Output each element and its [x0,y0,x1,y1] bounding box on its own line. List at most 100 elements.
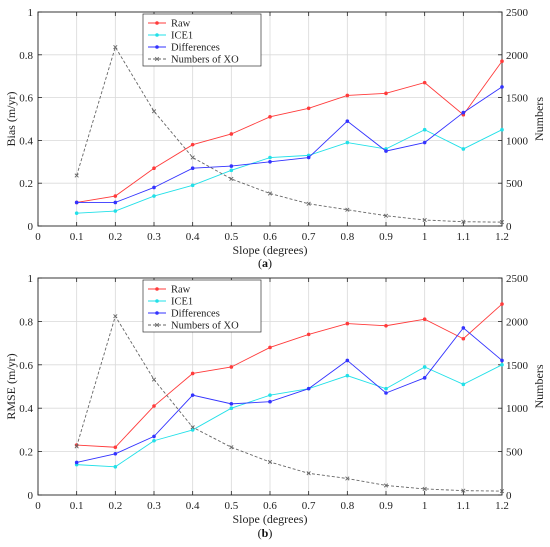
y-tick-label: 0.8 [19,316,33,328]
y-tick-label: 0.4 [19,403,33,415]
series-line [76,315,503,492]
data-point [422,376,427,380]
data-point [113,464,118,469]
legend-label: Numbers of XO [171,55,239,66]
legend-swatch-marker [155,299,159,303]
y-axis-label: RMSE (m/yr) [4,353,18,419]
legend-label: Numbers of XO [171,321,239,332]
data-point [190,142,195,147]
y2-tick-label: 2000 [506,50,529,62]
y2-tick-label: 1000 [506,403,529,415]
legend-label: Raw [171,285,191,296]
x-tick-label: 0.6 [263,500,277,512]
y-tick-label: 0.6 [19,360,33,372]
y2-tick-label: 0 [506,490,512,502]
y2-tick-label: 1500 [506,360,529,372]
data-point [461,326,466,330]
data-point [422,365,427,369]
data-point [229,445,234,450]
data-point [229,406,234,411]
x-tick-label: 0 [35,500,41,512]
data-point [384,386,388,391]
data-point [383,213,389,218]
data-point [384,149,388,153]
data-point [345,119,350,123]
y-tick-label: 1 [28,273,34,285]
series-differences [74,326,504,465]
data-point [384,91,388,96]
data-point [151,109,157,114]
x-tick-label: 1.1 [456,231,470,243]
data-point [113,209,118,213]
x-tick-label: 0.5 [224,500,238,512]
data-point [152,194,156,198]
data-point [152,434,156,439]
legend-swatch-marker [155,287,159,291]
data-point [306,155,311,160]
legend-swatch-marker [155,21,159,25]
legend-label: Differences [171,43,220,54]
y2-tick-label: 1500 [506,93,529,105]
data-point [306,386,311,391]
data-point [113,314,118,319]
legend-label: ICE1 [171,297,193,308]
x-tick-label: 0.4 [186,231,200,243]
data-point [500,358,504,363]
data-point [500,363,504,367]
x-axis-label: Slope (degrees) [233,243,308,257]
legend-swatch-marker [155,311,159,315]
series-numbers-of-xo [74,44,505,225]
x-tick-label: 0.6 [263,231,277,243]
y-axis-label: Bias (m/yr) [4,92,18,147]
data-point [268,345,272,350]
legend-swatch-marker [154,56,160,62]
data-point [461,336,466,341]
data-point [268,393,272,397]
x-tick-label: 0.2 [108,231,122,243]
x-tick-label: 0.8 [340,231,354,243]
data-point [190,371,195,376]
data-point [499,220,505,225]
series-line [76,303,503,448]
data-point [229,164,234,168]
y2-tick-label: 2500 [506,273,529,285]
data-point [268,115,272,119]
x-tick-label: 0.4 [186,500,200,512]
data-point [422,140,427,145]
series-raw [74,59,504,205]
data-point [345,373,350,378]
x-tick-label: 0.7 [302,500,316,512]
series-ice1 [74,127,504,215]
data-point [74,460,79,465]
x-tick-label: 0.1 [70,231,84,243]
series-ice1 [74,363,504,469]
legend-swatch-marker [154,322,160,328]
data-point [461,382,466,387]
series-line [76,129,503,214]
series-line [76,60,503,203]
legend-swatch-marker [155,45,159,49]
y-tick-label: 0 [28,490,34,502]
series-numbers-of-xo [74,314,505,494]
data-point [74,211,79,215]
data-point [190,183,195,188]
x-tick-label: 1 [422,231,428,243]
y2-tick-label: 2000 [506,316,529,328]
x-tick-label: 0.1 [70,500,84,512]
y-tick-label: 0.4 [19,135,33,147]
data-point [229,176,234,182]
data-point [229,132,234,136]
data-point [500,302,504,306]
legend-label: ICE1 [171,31,193,42]
x-tick-label: 0.3 [147,500,161,512]
data-point [422,217,427,223]
panel-caption: (b) [258,526,273,540]
series-line [76,86,503,203]
x-axis-label: Slope (degrees) [233,512,308,526]
data-point [461,488,466,493]
y2-axis-label: Numbers [532,97,546,141]
series-raw [74,302,504,450]
series-line [76,45,503,223]
